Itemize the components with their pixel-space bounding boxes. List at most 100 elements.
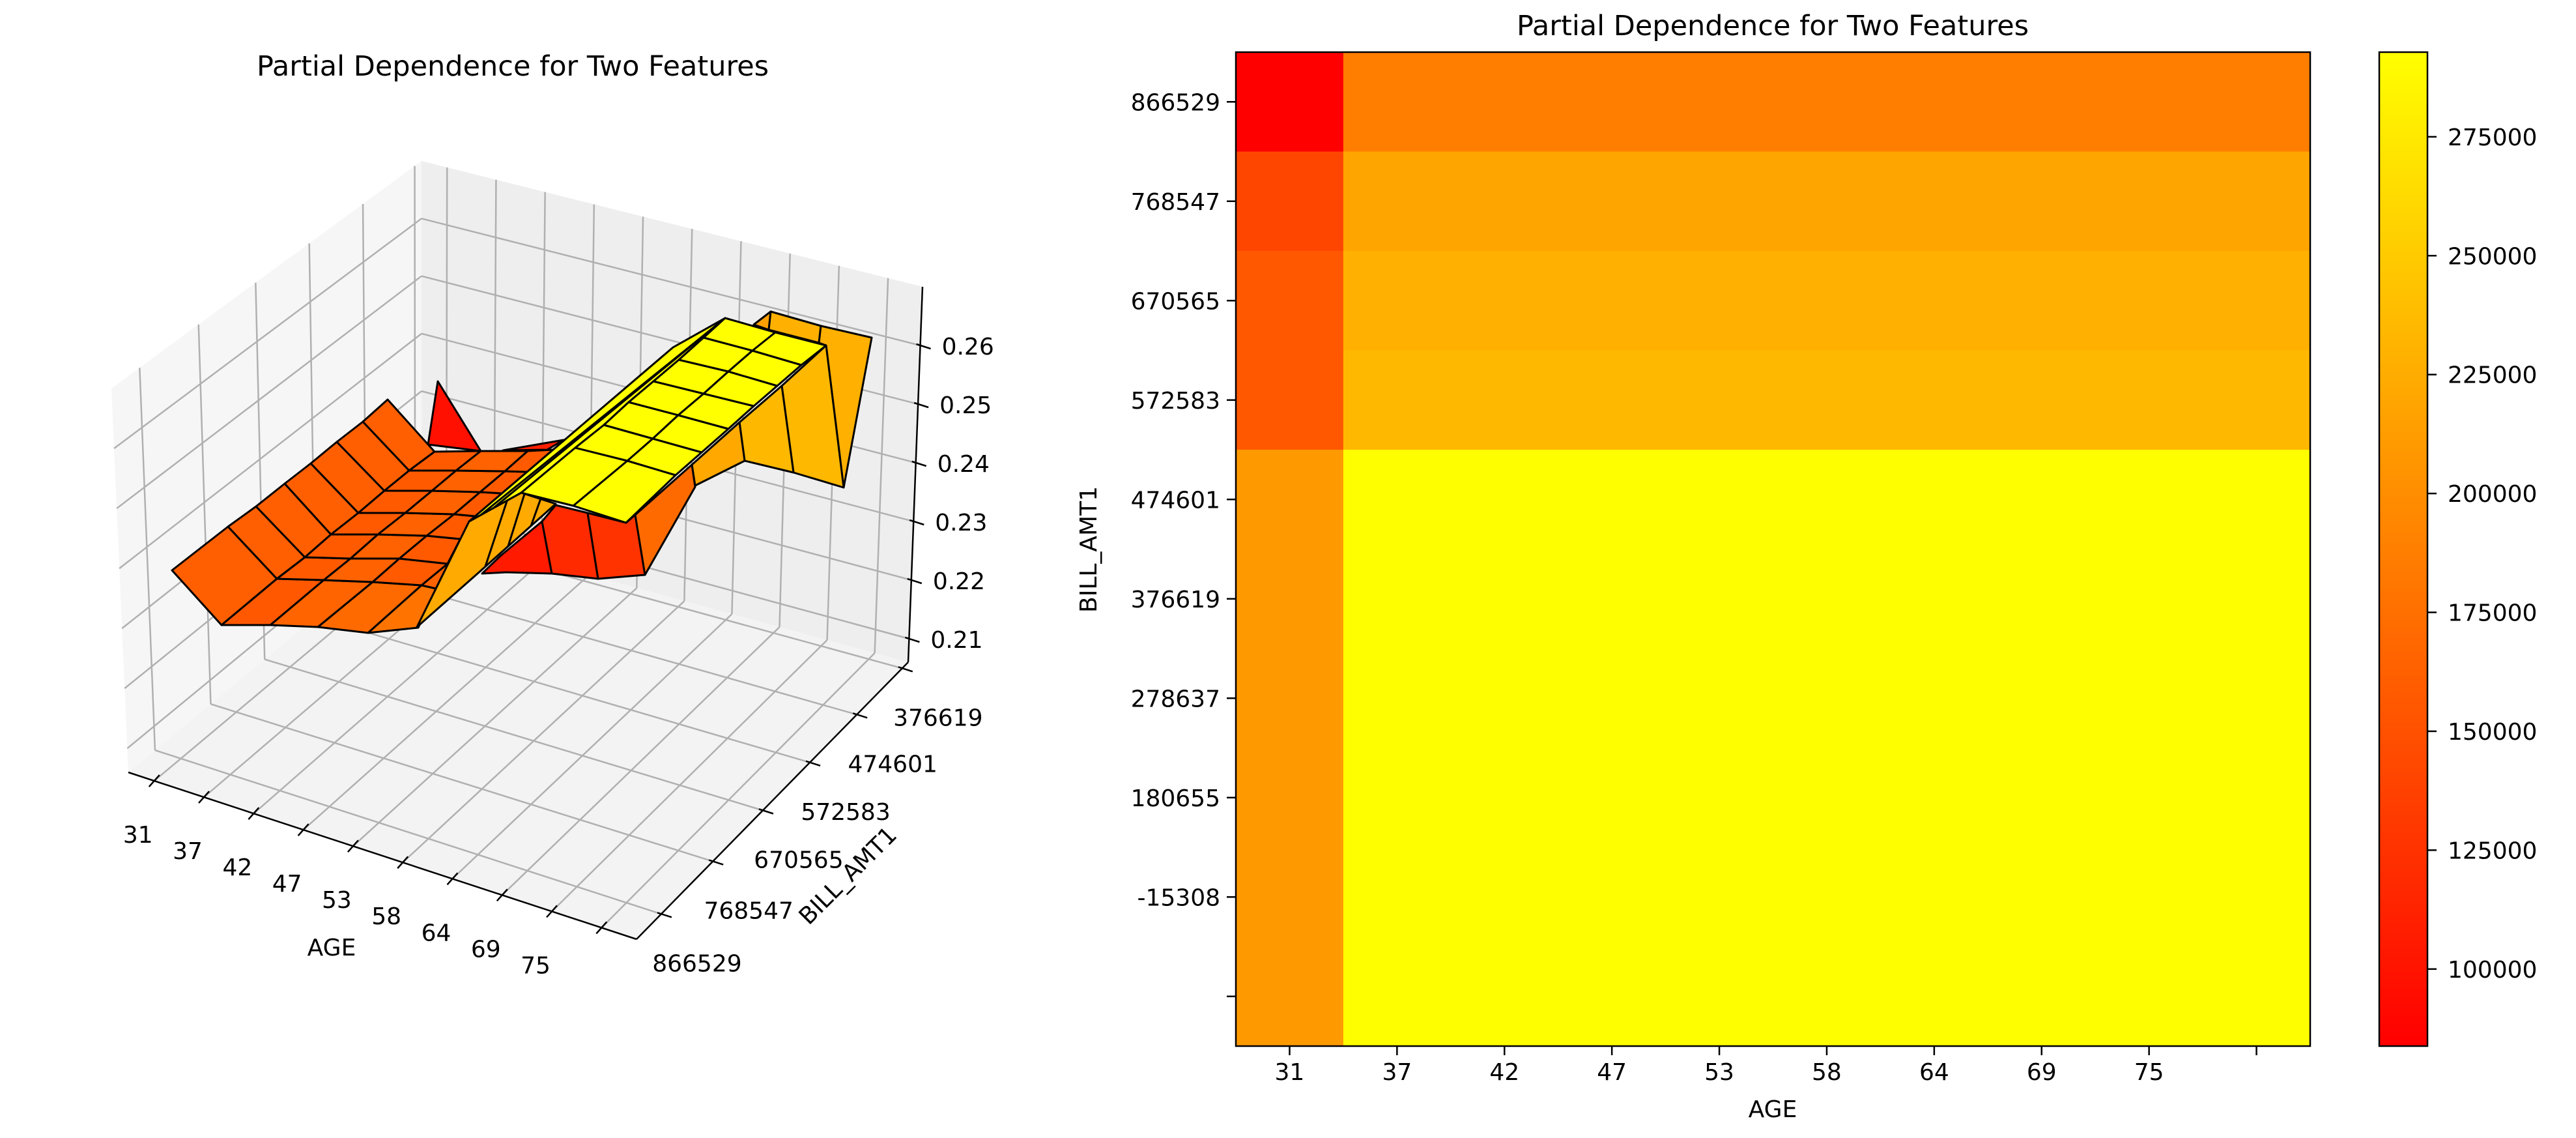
x-tick [595, 921, 608, 935]
heatmap-cell [1450, 350, 1559, 450]
heatmap-title: Partial Dependence for Two Features [1517, 10, 2029, 42]
z-tick [916, 343, 931, 350]
surface-mesh [171, 310, 873, 634]
heatmap-cell [1773, 748, 1881, 848]
surface-edge [507, 493, 526, 547]
heatmap-cell [1988, 350, 2096, 450]
heatmap-cell [1236, 52, 1344, 153]
x-tick-label: 64 [422, 920, 451, 946]
back-gridline [874, 278, 889, 654]
floor-gridline [601, 652, 876, 929]
heatmap-chart: Partial Dependence for Two Features 31 37… [1076, 10, 2537, 1123]
heatmap-y-tick-label: 474601 [1131, 487, 1220, 514]
heatmap-y-tick-label: 768547 [1131, 189, 1220, 216]
x-tick [198, 791, 210, 804]
heatmap-cell [1880, 549, 1988, 649]
heatmap-cell [1450, 450, 1559, 550]
y-tick [805, 760, 821, 767]
x-tick [347, 839, 359, 853]
surface-edge [530, 498, 542, 527]
heatmap-cell [1988, 649, 2096, 749]
y-tick-label: 572583 [801, 799, 890, 826]
heatmap-cell [1880, 151, 1988, 252]
heatmap-y-tick-label: 670565 [1131, 288, 1220, 315]
y-tick [657, 912, 672, 918]
left-gridline [116, 275, 422, 510]
heatmap-cell [1880, 946, 1988, 1047]
heatmap-cell [1665, 847, 1774, 948]
x-tick [297, 823, 309, 836]
floor-gridline [402, 600, 685, 864]
x-tick [546, 905, 558, 918]
x-tick [397, 856, 409, 869]
heatmap-cell [1558, 946, 1667, 1047]
heatmap-cell [1988, 450, 2096, 550]
colorbar-ticks: 100000 125000 150000 175000 200000 225000 2500… [2427, 124, 2537, 984]
heatmap-cell [1236, 549, 1344, 649]
heatmap-cell [1343, 350, 1452, 450]
heatmap-cell [1665, 649, 1774, 749]
heatmap-y-tick-label: 572583 [1131, 388, 1220, 415]
y-tick-label: 768547 [704, 898, 793, 925]
heatmap-cell [1558, 549, 1667, 649]
floor-gridline [451, 613, 733, 880]
heatmap-cell [2203, 748, 2311, 848]
surface-y-axis-label: BILL_AMT1 [794, 822, 902, 930]
heatmap-cell [1773, 549, 1881, 649]
z-tick [907, 577, 923, 585]
surface-x-axis-label: AGE [308, 935, 356, 961]
heatmap-cell [1450, 847, 1559, 948]
heatmap-cell [1236, 251, 1344, 351]
heatmap-cell [2203, 350, 2311, 450]
heatmap-cell [1773, 251, 1881, 351]
heatmap-cell [1665, 549, 1774, 649]
heatmap-cell [1773, 946, 1881, 1047]
x-tick [248, 807, 260, 820]
heatmap-cell [1343, 748, 1452, 848]
colorbar-tick-label: 175000 [2448, 600, 2537, 627]
heatmap-cell [1988, 52, 2096, 153]
heatmap-cell [2203, 847, 2311, 948]
heatmap-cell [2095, 350, 2203, 450]
heatmap-cell [1558, 52, 1667, 153]
heatmap-y-tick-label: 278637 [1131, 686, 1220, 712]
heatmap-cell [1450, 52, 1559, 153]
heatmap-cell [2203, 549, 2311, 649]
z-tick-label: 0.25 [939, 392, 992, 419]
z-tick-label: 0.22 [933, 568, 985, 595]
heatmap-cell [1558, 450, 1667, 550]
heatmap-cell [1558, 649, 1667, 749]
heatmap-ticks: 31 37 42 47 53 58 64 69 75 866529 768547 670565 5725… [1131, 89, 2257, 1086]
x-tick [446, 872, 459, 886]
heatmap-cell [1988, 946, 2096, 1047]
heatmap-cell [2095, 649, 2203, 749]
heatmap-cell [1773, 847, 1881, 948]
heatmap-cell [2095, 450, 2203, 550]
heatmap-cell [1988, 748, 2096, 848]
floor-gridline [302, 574, 590, 831]
surface-3d-chart: Partial Dependence for Two Features 31 37… [111, 50, 994, 979]
surface-chart-title: Partial Dependence for Two Features [257, 50, 769, 83]
heatmap-cell [1988, 151, 2096, 252]
heatmap-cell [1665, 151, 1774, 252]
x-tick-label: 58 [371, 903, 401, 930]
y-tick [852, 712, 868, 719]
heatmap-cell [1236, 748, 1344, 848]
heatmap-cell [1773, 649, 1881, 749]
z-tick [913, 401, 929, 409]
heatmap-cell [1558, 151, 1667, 252]
heatmap-cell [1558, 350, 1667, 450]
heatmap-cell [1236, 649, 1344, 749]
heatmap-cell [1450, 649, 1559, 749]
heatmap-cell [1665, 450, 1774, 550]
heatmap-x-tick-label: 69 [2027, 1059, 2057, 1086]
y-tick-label: 474601 [848, 751, 937, 778]
y-tick [758, 808, 774, 815]
heatmap-cell [1880, 748, 1988, 848]
heatmap-cell [1558, 251, 1667, 351]
heatmap-cell [2095, 946, 2203, 1047]
heatmap-cell [2095, 151, 2203, 252]
heatmap-cell [1450, 946, 1559, 1047]
y-axis-line [636, 662, 909, 940]
left-gridline [139, 368, 156, 751]
